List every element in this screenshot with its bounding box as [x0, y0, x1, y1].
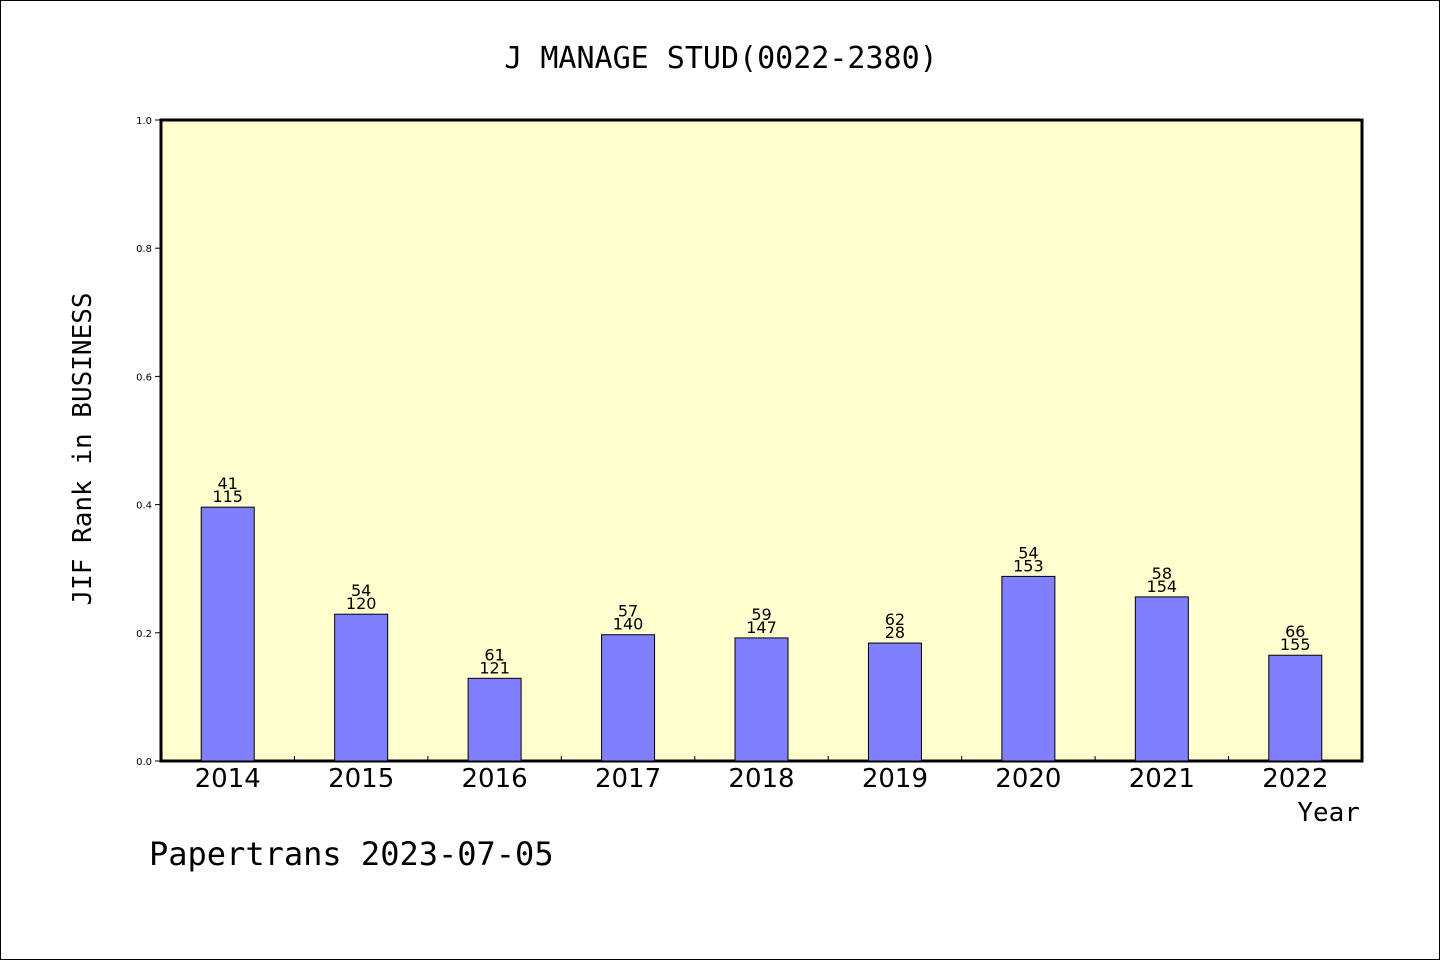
bar-total-label: 153 [1013, 556, 1044, 575]
bar [1268, 654, 1323, 762]
bar-total-label: 115 [212, 487, 243, 506]
x-tick-label: 2021 [1129, 764, 1195, 794]
y-tick-label: 0.6 [136, 372, 152, 383]
x-axis: 2014 2015 2016 2017 2018 2019 2020 2021 2022 [195, 756, 1328, 794]
bar-rank-label: 41 [218, 474, 238, 493]
y-tick-label: 0.2 [136, 629, 152, 640]
bar [601, 634, 656, 762]
bar-rank-label: 62 [885, 610, 905, 629]
y-axis-label: JIF Rank in BUSINESS [68, 292, 98, 605]
bar-total-label: 28 [885, 623, 905, 642]
bar-total-label: 120 [346, 594, 377, 613]
bar-total-label: 140 [613, 615, 644, 634]
bar-total-label: 155 [1280, 635, 1311, 654]
chart-title: J MANAGE STUD(0022-2380) [504, 41, 937, 76]
bar [1001, 575, 1056, 762]
bar [467, 677, 522, 762]
y-tick-label: 0.0 [136, 757, 152, 768]
bar-rank-label: 59 [751, 605, 771, 624]
bar [1134, 596, 1189, 762]
bar-total-label: 121 [479, 658, 510, 677]
y-tick-label: 0.4 [136, 501, 152, 512]
bar-rank-label: 66 [1285, 622, 1305, 641]
bar-rank-label: 57 [618, 602, 638, 621]
bar [867, 642, 922, 762]
x-tick-label: 2017 [595, 764, 661, 794]
x-tick-label: 2014 [195, 764, 261, 794]
bar-total-label: 154 [1147, 577, 1178, 596]
bar-rank-label: 54 [351, 581, 371, 600]
bar-rank-label: 58 [1152, 564, 1172, 583]
x-tick-label: 2016 [462, 764, 528, 794]
bar [334, 613, 389, 762]
y-tick-label: 1.0 [136, 116, 152, 127]
bar-total-label: 147 [746, 618, 777, 637]
x-tick-label: 2015 [328, 764, 394, 794]
x-axis-label: Year [1297, 798, 1360, 828]
y-tick-label: 0.8 [136, 244, 152, 255]
bar-rank-label: 61 [484, 645, 504, 664]
x-tick-label: 2020 [995, 764, 1061, 794]
x-tick-label: 2018 [728, 764, 794, 794]
x-tick-label: 2019 [862, 764, 928, 794]
bar [200, 506, 255, 762]
footer-credit: Papertrans 2023-07-05 [149, 835, 554, 873]
x-tick-label: 2022 [1262, 764, 1328, 794]
y-axis: 0.0 0.2 0.4 0.6 0.8 1.0 [136, 116, 161, 768]
bar [734, 637, 789, 762]
bar-rank-label: 54 [1018, 543, 1038, 562]
